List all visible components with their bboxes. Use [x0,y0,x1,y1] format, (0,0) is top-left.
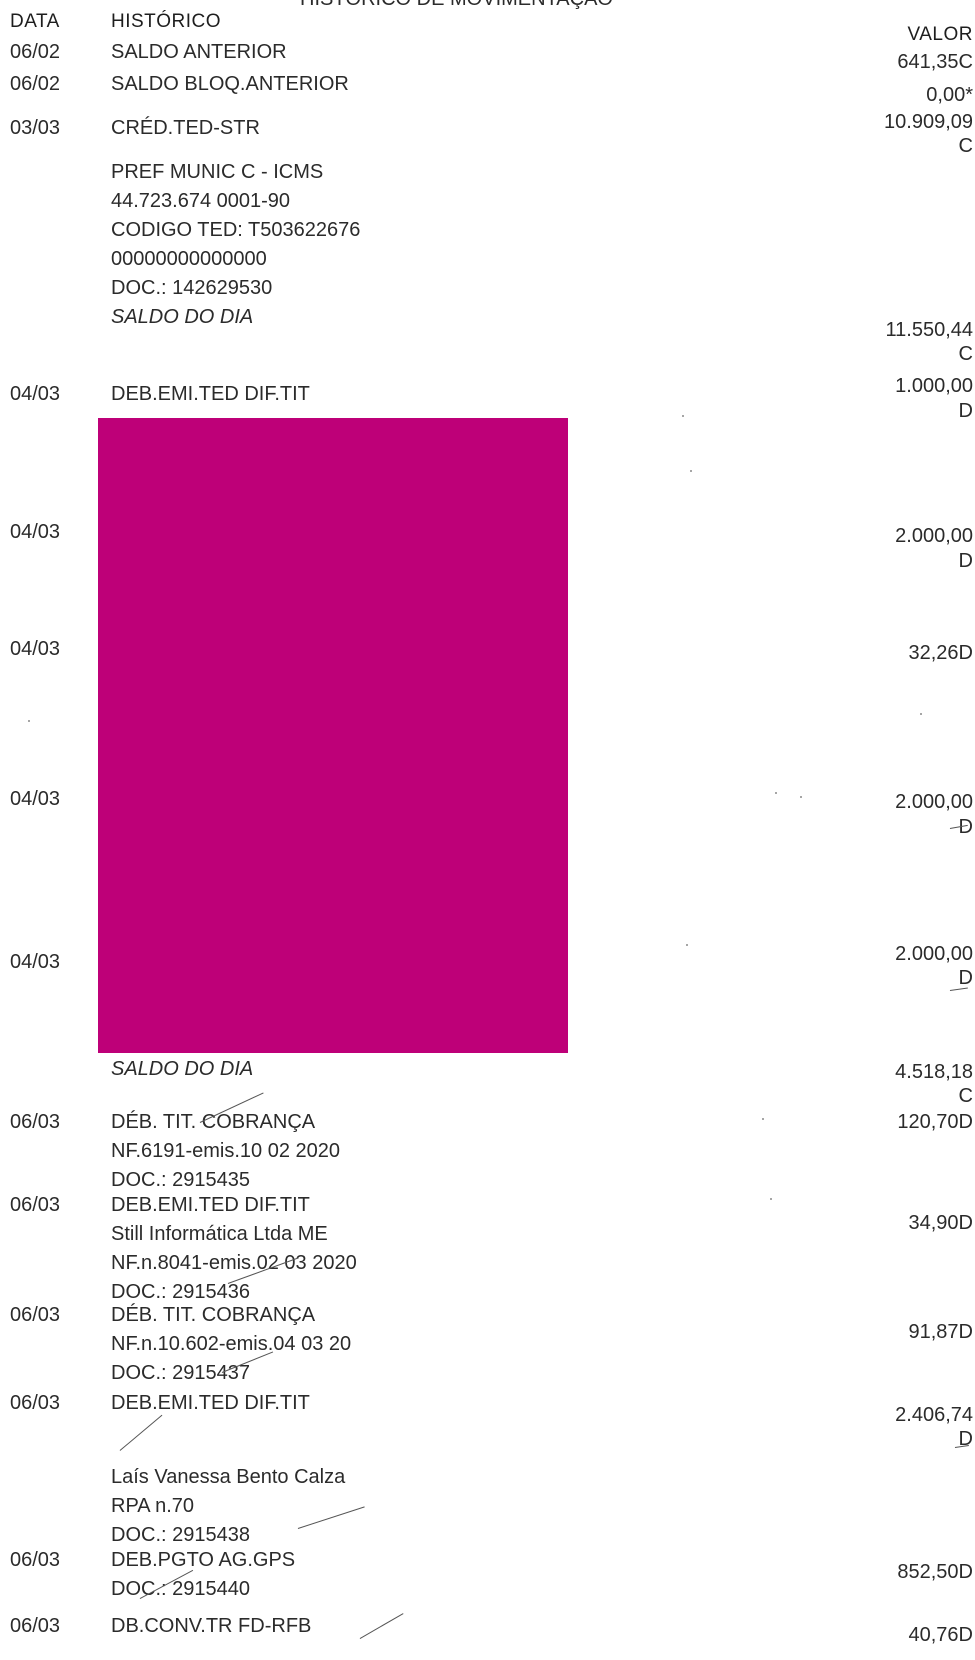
column-header-historico: HISTÓRICO [111,11,222,32]
row-description: DB.CONV.TR FD-RFB [111,1615,312,1637]
row-date: 06/03 [10,1111,61,1133]
row-date: 03/03 [10,117,61,139]
statement-title: HISTÓRICO DE MOVIMENTAÇÃO [300,0,613,11]
column-header-data: DATA [10,11,60,32]
row-value: 1.000,00 [895,375,973,397]
row-detail-line: NF.n.8041-emis.02 03 2020 [111,1252,357,1274]
row-detail-line: DOC.: 2915438 [111,1524,250,1546]
row-detail-line: CODIGO TED: T503622676 [111,219,361,241]
row-detail-line: DOC.: 2915437 [111,1362,250,1384]
row-value: 120,70D [897,1111,973,1133]
row-detail-line: Laís Vanessa Bento Calza [111,1466,346,1488]
column-header-valor: VALOR [907,24,973,45]
row-value: 2.000,00 [895,943,973,965]
row-date: 06/03 [10,1194,61,1216]
daily-balance-suffix: C [958,1085,973,1107]
scan-speck [775,792,777,794]
row-description: SALDO BLOQ.ANTERIOR [111,73,349,95]
row-detail-line: RPA n.70 [111,1495,195,1517]
row-date: 06/03 [10,1392,61,1414]
row-detail-line: DOC.: 142629530 [111,277,273,299]
scan-speck [800,796,802,798]
row-date: 06/02 [10,41,61,63]
row-detail-line: DOC.: 2915440 [111,1578,250,1600]
row-detail-line: 00000000000000 [111,248,267,270]
row-date: 06/03 [10,1615,61,1637]
scan-speck [682,415,684,417]
row-detail-line: NF.6191-emis.10 02 2020 [111,1140,341,1162]
row-value: 2.406,74 [895,1404,973,1426]
row-value: 34,90D [908,1212,974,1234]
row-value: 40,76D [908,1624,974,1646]
row-description: DEB.EMI.TED DIF.TIT [111,1392,310,1414]
row-detail-line: DOC.: 2915435 [111,1169,250,1191]
scan-speck [28,720,30,722]
row-date: 06/02 [10,73,61,95]
scan-speck [770,1198,772,1200]
scan-speck [690,470,692,472]
pen-mark [119,1414,163,1452]
row-description: SALDO ANTERIOR [111,41,287,63]
row-value: 2.000,00 [895,525,973,547]
row-description: CRÉD.TED-STR [111,117,260,139]
row-value: 641,35C [897,51,973,73]
pen-mark [359,1613,404,1640]
pen-mark [297,1506,365,1530]
row-description: DEB.EMI.TED DIF.TIT [111,1194,310,1216]
row-value-suffix: D [958,400,973,422]
row-date: 04/03 [10,638,61,660]
row-value: 91,87D [908,1321,974,1343]
row-value-suffix: D [958,1428,973,1450]
daily-balance-value: 11.550,44 [885,319,974,341]
row-detail-line: Still Informática Ltda ME [111,1223,328,1245]
row-description: DÉB. TIT. COBRANÇA [111,1111,316,1133]
row-date: 04/03 [10,788,61,810]
row-value: 32,26D [908,642,974,664]
row-value-suffix: C [958,135,973,157]
daily-balance-label: SALDO DO DIA [111,1058,254,1080]
row-value: 852,50D [897,1561,973,1583]
row-detail-line: NF.n.10.602-emis.04 03 20 [111,1333,352,1355]
row-description: DEB.PGTO AG.GPS [111,1549,296,1571]
daily-balance-suffix: C [958,343,973,365]
row-description: DEB.EMI.TED DIF.TIT [111,383,310,405]
row-value: 0,00* [926,84,973,106]
redaction-block [98,418,568,1053]
scan-speck [920,713,922,715]
row-date: 04/03 [10,521,61,543]
row-date: 04/03 [10,383,61,405]
row-detail-line: DOC.: 2915436 [111,1281,250,1303]
scan-speck [762,1118,764,1120]
scan-speck [686,944,688,946]
row-date: 06/03 [10,1549,61,1571]
row-detail-line: PREF MUNIC C - ICMS [111,161,324,183]
row-date: 06/03 [10,1304,61,1326]
row-description: DÉB. TIT. COBRANÇA [111,1304,316,1326]
daily-balance-value: 4.518,18 [895,1061,973,1083]
row-date: 04/03 [10,951,61,973]
row-value: 10.909,09 [884,111,973,133]
row-detail-line: 44.723.674 0001-90 [111,190,291,212]
row-value: 2.000,00 [895,791,973,813]
row-value-suffix: D [958,816,973,838]
row-value-suffix: D [958,967,973,989]
daily-balance-label: SALDO DO DIA [111,306,254,328]
row-value-suffix: D [958,550,973,572]
